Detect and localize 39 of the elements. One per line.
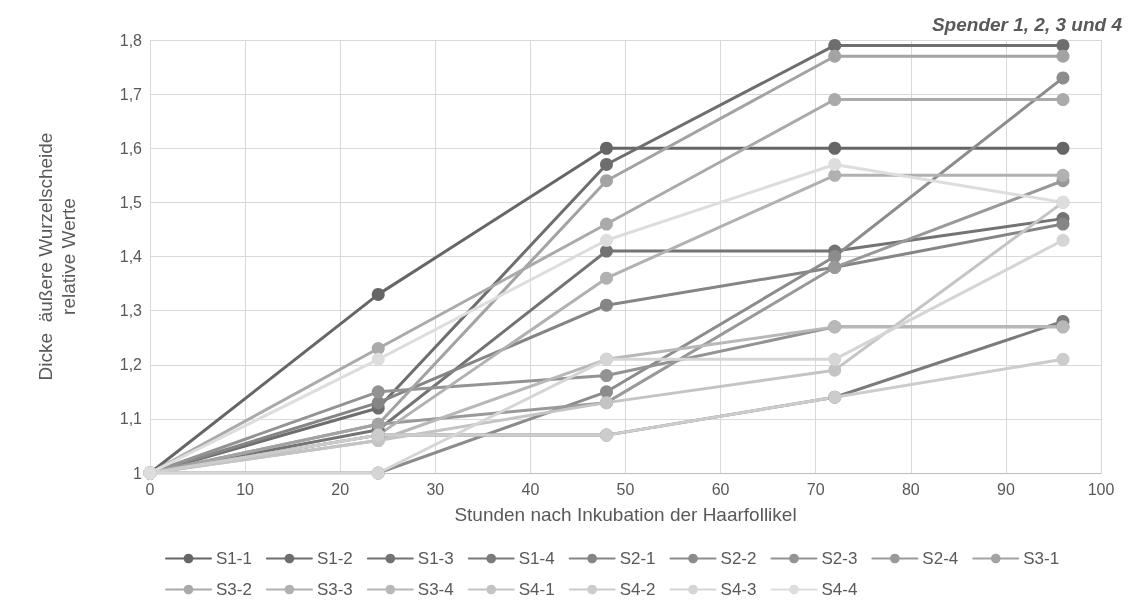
x-tick-label: 0 [145, 480, 155, 498]
y-tick-label: 1,1 [119, 410, 143, 428]
x-tick-label: 30 [426, 480, 445, 498]
y-tick-label: 1,5 [119, 193, 143, 211]
x-tick-label: 10 [236, 480, 255, 498]
x-tick-label: 70 [806, 480, 825, 498]
legend-label: S2-3 [821, 549, 858, 568]
legend-label: S3-4 [417, 580, 454, 599]
x-tick-label: 60 [711, 480, 730, 498]
y-tick-label: 1,8 [119, 31, 143, 49]
x-tick-label: 80 [901, 480, 920, 498]
legend-label: S3-2 [216, 580, 252, 599]
legend-label: S2-1 [619, 549, 656, 568]
legend-label: S4-1 [518, 580, 555, 599]
legend-label: S2-4 [922, 549, 959, 568]
chart-title: Spender 1, 2, 3 und 4 [931, 14, 1123, 35]
y-tick-label: 1,6 [119, 139, 143, 157]
legend-label: S4-3 [720, 580, 757, 599]
y-tick-label: 1 [133, 464, 143, 482]
legend-label: S3-3 [316, 580, 353, 599]
x-tick-label: 90 [997, 480, 1015, 498]
legend-label: S3-1 [1023, 549, 1060, 568]
legend-label: S1-1 [216, 549, 252, 568]
x-axis-title: Stunden nach Inkubation der Haarfollikel [454, 504, 797, 525]
legend-label: S4-2 [619, 580, 656, 599]
x-tick-label: 40 [521, 480, 540, 498]
y-tick-label: 1,4 [119, 248, 143, 265]
legend-label: S1-2 [316, 549, 353, 568]
y-axis-title: Dicke äußere Wurzelscheide relative Werte [35, 132, 79, 381]
y-tick-label: 1,7 [119, 85, 143, 103]
legend-label: S1-3 [417, 549, 454, 568]
x-tick-label: 100 [1087, 480, 1115, 498]
y-tick-label: 1,3 [119, 302, 143, 320]
x-tick-label: 20 [331, 480, 350, 498]
y-tick-label: 1,2 [119, 356, 143, 374]
legend-label: S4-4 [821, 580, 858, 599]
legend-label: S2-2 [720, 549, 757, 568]
legend-label: S1-4 [518, 549, 555, 568]
x-tick-label: 50 [616, 480, 635, 498]
